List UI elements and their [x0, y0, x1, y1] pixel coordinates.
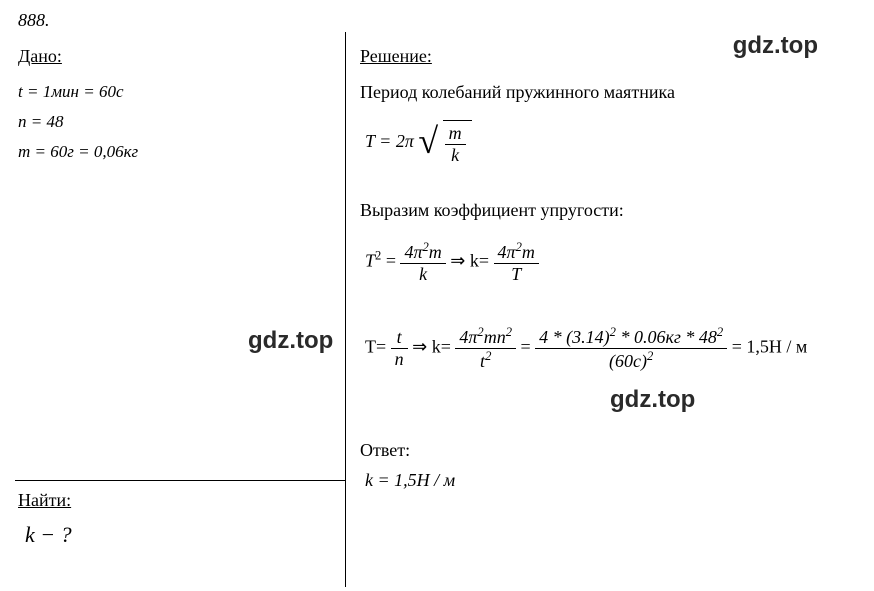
find-label: Найти: — [18, 490, 71, 511]
problem-number: 888. — [18, 10, 50, 31]
answer-label: Ответ: — [360, 440, 410, 461]
n2d: 2 — [717, 325, 723, 339]
find-value: k − ? — [25, 522, 72, 548]
sqrt-content: m k — [443, 120, 472, 166]
frac-2: 4π2m T — [494, 240, 539, 285]
given-label: Дано: — [18, 46, 62, 67]
arrow-k2: ⇒ k= — [412, 337, 455, 357]
solution-text1: Период колебаний пружинного маятника — [360, 82, 675, 103]
den-n: n — [391, 348, 408, 370]
eq2: = — [521, 337, 536, 357]
num-t: t — [391, 327, 408, 348]
num-m: m — [429, 242, 442, 262]
frac-tn: t n — [391, 327, 408, 370]
given-n: n = 48 — [18, 112, 63, 132]
given-m: m = 60г = 0,06кг — [18, 142, 138, 162]
formula-period: T = 2π √ m k — [365, 120, 472, 166]
result: = 1,5H / м — [732, 337, 808, 357]
d2b: 2 — [647, 349, 653, 363]
num2-part: 4π — [498, 242, 516, 262]
frac-k: 4π2mn2 t2 — [455, 325, 516, 372]
formula-calc: T= t n ⇒ k= 4π2mn2 t2 = 4 * (3.14)2 * 0.… — [365, 325, 807, 372]
solution-text2: Выразим коэффициент упругости: — [360, 200, 624, 221]
den-k: k — [400, 263, 445, 285]
t-eq: T= — [365, 337, 386, 357]
horizontal-divider — [15, 480, 345, 481]
watermark-top: gdz.top — [733, 32, 818, 60]
frac-den: k — [445, 144, 466, 166]
frac-numeric: 4 * (3.14)2 * 0.06кг * 482 (60с)2 — [535, 325, 727, 372]
answer-value: k = 1,5H / м — [365, 470, 455, 491]
solution-label: Решение: — [360, 46, 432, 67]
arrow-k: ⇒ k= — [450, 251, 493, 271]
watermark-mid: gdz.top — [248, 327, 333, 355]
n1d: 2 — [506, 325, 512, 339]
n1a: 4π — [459, 327, 477, 347]
watermark-bottom: gdz.top — [610, 386, 695, 414]
num-part: 4π — [404, 242, 422, 262]
eq-sign: = — [381, 251, 400, 271]
formula-k-deriv: T2 = 4π2m k ⇒ k= 4π2m T — [365, 240, 539, 285]
t-var: T — [365, 251, 375, 271]
given-t: t = 1мин = 60с — [18, 82, 124, 102]
num2-m: m — [522, 242, 535, 262]
frac-1: 4π2m k — [400, 240, 445, 285]
sqrt-wrap: √ m k — [418, 120, 471, 166]
d1b: 2 — [485, 349, 491, 363]
frac-num: m — [445, 123, 466, 144]
den-t: T — [494, 263, 539, 285]
formula-lhs: T = 2π — [365, 131, 414, 151]
n1c: mn — [484, 327, 506, 347]
sqrt-icon: √ — [418, 120, 438, 162]
vertical-divider — [345, 32, 346, 587]
d2a: (60с) — [609, 351, 647, 371]
n2c: * 0.06кг * 48 — [616, 327, 717, 347]
n2a: 4 * (3.14) — [539, 327, 610, 347]
